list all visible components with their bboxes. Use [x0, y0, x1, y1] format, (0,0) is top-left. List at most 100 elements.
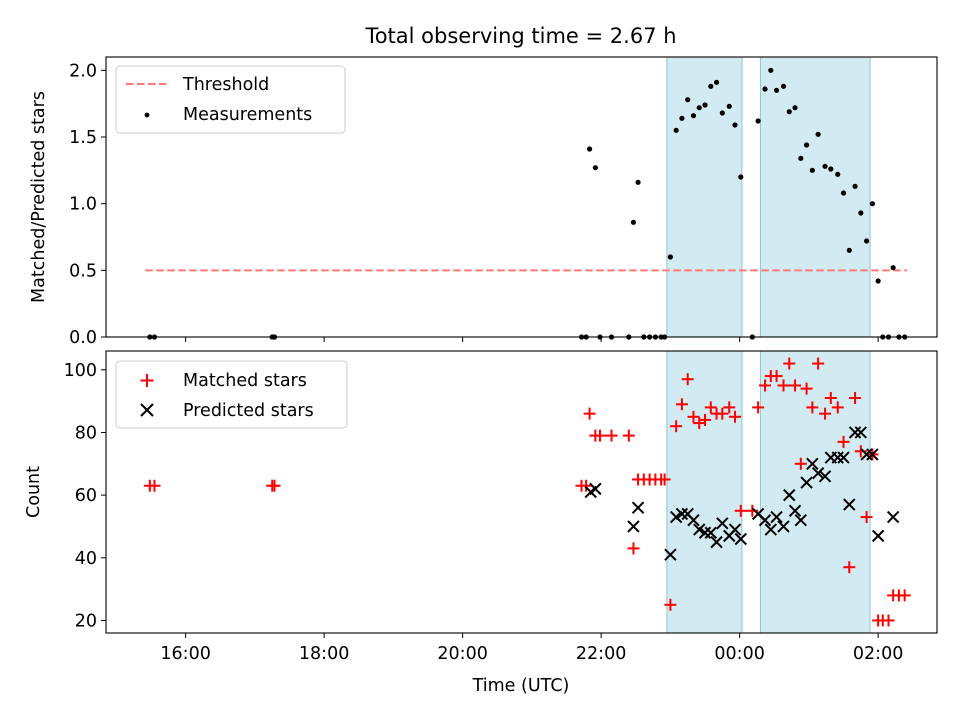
matched-point	[759, 379, 772, 392]
legend-measurements-swatch	[144, 112, 150, 118]
predicted-point	[675, 507, 689, 521]
legend-predicted-label: Predicted stars	[183, 401, 314, 421]
matched-point	[794, 457, 807, 470]
predicted-point	[687, 513, 700, 527]
measurement-point	[840, 190, 847, 196]
top-y-ticks: 0.0 0.5 1.0 1.5 2.0	[69, 61, 106, 348]
top-legend-box	[115, 65, 346, 134]
measurement-point	[858, 210, 864, 216]
predicted-point	[811, 466, 825, 480]
measurement-point	[792, 105, 798, 111]
predicted-point	[777, 520, 790, 533]
measurement-point	[592, 165, 598, 171]
matched-point	[898, 589, 911, 602]
measurement-point	[713, 79, 720, 85]
matched-point	[622, 429, 635, 442]
predicted-point	[728, 523, 742, 536]
matched-point	[723, 401, 736, 414]
y-tick-label: 20	[75, 611, 97, 631]
matched-point	[831, 401, 844, 414]
measurement-point	[690, 113, 697, 119]
measurement-point	[696, 105, 702, 111]
bottom-panel: 16:00 18:00 20:00 22:00 00:00 02:00 20 40 60 80 1…	[24, 350, 938, 696]
measurement-point	[732, 122, 738, 128]
measurement-point	[780, 83, 787, 89]
x-axis-label: Time (UTC)	[472, 676, 570, 696]
predicted-point	[783, 488, 796, 502]
matched-point	[670, 420, 683, 433]
predicted-point	[734, 532, 747, 546]
measurement-point	[738, 174, 744, 180]
predicted-point	[866, 448, 879, 461]
measurement-point	[890, 265, 896, 271]
matched-point	[806, 401, 819, 414]
predicted-point	[764, 523, 778, 536]
matched-point	[658, 473, 671, 486]
predicted-point	[854, 426, 868, 439]
matched-point	[729, 410, 742, 423]
predicted-point	[704, 526, 717, 539]
bottom-x-ticks: 16:00 18:00 20:00 22:00 00:00 02:00	[160, 633, 903, 664]
matched-point	[837, 435, 850, 448]
matched-point	[819, 407, 832, 420]
legend-measurements-label: Measurements	[183, 105, 312, 125]
y-tick-label: 1.5	[69, 128, 97, 148]
measurement-point	[708, 83, 714, 89]
predicted-point	[716, 517, 729, 530]
predicted-point	[800, 476, 813, 489]
y-tick-label: 80	[75, 423, 97, 443]
measurement-point	[762, 86, 768, 92]
measurement-point	[786, 109, 792, 115]
matched-point	[783, 357, 796, 370]
matched-star-points	[143, 357, 911, 627]
measurement-point	[863, 238, 870, 244]
x-tick-label: 20:00	[437, 644, 487, 664]
legend-threshold-label: Threshold	[182, 75, 269, 95]
measurement-point	[798, 155, 804, 161]
predicted-point	[871, 529, 885, 543]
matched-point	[752, 401, 765, 414]
predicted-point	[886, 510, 900, 524]
chart-title: Total observing time = 2.67 h	[364, 24, 676, 48]
bottom-y-ticks: 20 40 60 80 100	[64, 361, 106, 631]
predicted-point	[758, 513, 772, 527]
matched-point	[860, 511, 873, 524]
y-tick-label: 0.5	[69, 261, 97, 281]
predicted-point	[818, 470, 832, 483]
measurement-point	[679, 115, 685, 121]
measurement-point	[822, 163, 828, 169]
measurement-point	[846, 247, 852, 253]
predicted-star-points	[584, 426, 900, 561]
predicted-point	[831, 451, 844, 464]
predicted-point	[589, 482, 602, 496]
y-tick-label: 0.0	[69, 328, 97, 348]
predicted-point	[631, 501, 645, 514]
predicted-point	[710, 535, 723, 549]
top-panel: 0.00.51.01.52.0 Matched/Predicted stars …	[29, 56, 938, 348]
matched-point	[777, 379, 790, 392]
matched-point	[675, 398, 688, 411]
matched-point	[849, 392, 862, 404]
matched-point	[800, 382, 813, 395]
matched-point	[580, 479, 593, 492]
x-tick-label: 18:00	[299, 644, 349, 664]
measurement-point	[667, 254, 673, 260]
measurement-point	[852, 183, 858, 189]
measurement-point	[755, 118, 761, 124]
legend-predicted-swatch	[140, 403, 154, 417]
matched-point	[843, 561, 856, 574]
matched-point	[681, 373, 694, 386]
measurement-point	[835, 171, 841, 177]
predicted-point	[806, 457, 819, 471]
matched-point	[605, 429, 618, 442]
bottom-shaded-intervals	[666, 350, 871, 634]
predicted-point	[794, 513, 808, 527]
bottom-legend: Matched stars Predicted stars	[115, 360, 348, 429]
matched-point	[824, 392, 837, 404]
shaded-interval-2	[759, 350, 871, 634]
matched-point	[789, 379, 802, 392]
legend-matched-label: Matched stars	[183, 371, 307, 391]
measurement-point	[685, 97, 691, 103]
matched-point	[734, 504, 747, 517]
